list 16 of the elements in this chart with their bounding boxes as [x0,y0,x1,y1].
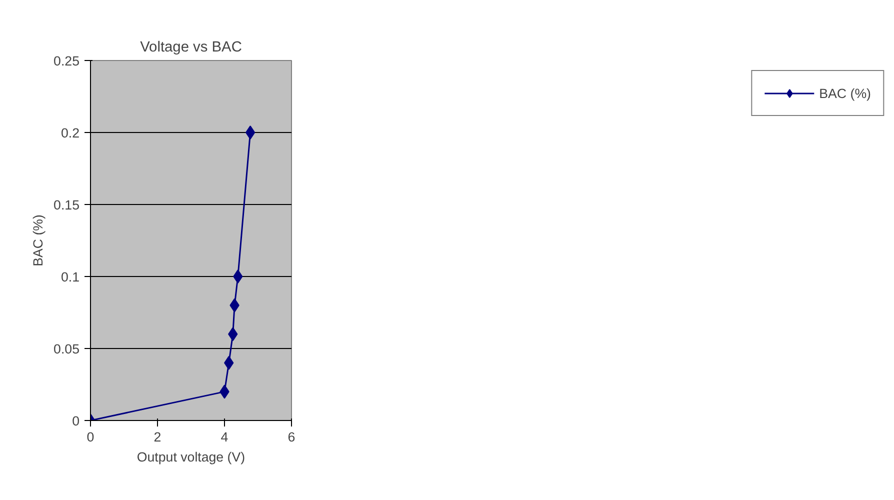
x-tick-label: 6 [288,430,296,444]
x-tick-label: 0 [86,430,94,444]
x-axis-title: Output voltage (V) [136,450,246,464]
x-tick-label: 2 [154,430,162,444]
x-tick-label: 4 [220,430,229,444]
y-tick-label: 0 [72,414,80,428]
point [233,270,243,284]
y-tick-label: 0.1 [60,270,80,284]
y-axis-title: BAC (%) [30,214,46,266]
y-tick-label: 0.05 [54,342,80,356]
y-tick-label: 0.2 [60,126,80,140]
y-tick-label: 0.15 [54,198,80,212]
point [245,126,256,140]
legend-label: BAC (%) [819,86,871,100]
chart-title: Voltage vs BAC [140,40,242,56]
y-tick-label: 0.25 [54,54,80,68]
